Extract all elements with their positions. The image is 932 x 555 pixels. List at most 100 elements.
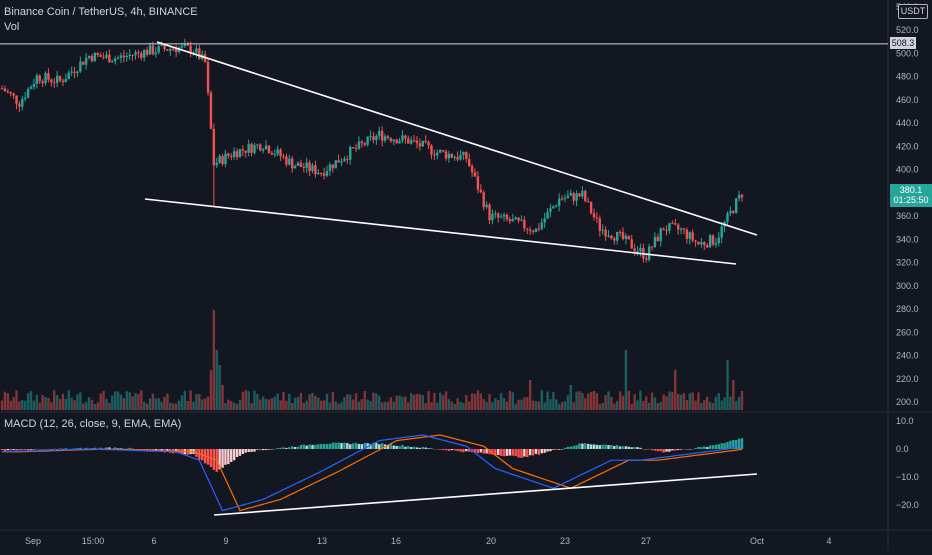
macd-histogram-bar: [160, 449, 163, 451]
volume-bar: [357, 401, 361, 410]
candle-body: [267, 145, 271, 153]
candle-body: [523, 219, 526, 229]
candle-body: [87, 55, 91, 58]
candle-body: [476, 176, 480, 190]
last-price-badge: 380.1 01:25:50: [890, 184, 932, 207]
macd-histogram-bar: [534, 449, 538, 454]
volume-bar: [511, 392, 514, 410]
candle-body: [12, 93, 15, 96]
volume-bar: [293, 397, 297, 410]
candle-body: [296, 162, 300, 166]
volume-bar: [73, 400, 76, 410]
macd-histogram-bar: [84, 447, 88, 449]
volume-bar: [679, 394, 683, 410]
candle-body: [189, 45, 192, 54]
macd-histogram-bar: [427, 448, 430, 449]
volume-bar: [560, 401, 564, 410]
macd-histogram-bar: [131, 448, 134, 450]
candle-body: [392, 139, 395, 142]
macd-histogram-bar: [732, 439, 735, 449]
candle-body: [61, 80, 65, 83]
macd-histogram-bar: [375, 442, 378, 449]
volume-bar: [209, 370, 213, 410]
candle-body: [572, 193, 575, 201]
candle-body: [531, 231, 535, 233]
macd-histogram-bar: [476, 449, 480, 454]
volume-bar: [604, 395, 607, 410]
candle-body: [195, 48, 198, 53]
macd-histogram-bar: [293, 447, 297, 449]
macd-histogram-bar: [314, 444, 317, 449]
candle-body: [354, 148, 358, 150]
macd-histogram-bar: [453, 449, 456, 451]
volume-bar: [488, 394, 491, 410]
candle-body: [145, 49, 149, 55]
macd-histogram-bar: [433, 449, 436, 450]
macd-histogram-bar: [12, 449, 15, 450]
volume-bar: [253, 390, 256, 410]
candle-body: [0, 88, 4, 90]
macd-histogram-bar: [401, 444, 404, 449]
candle-body: [221, 156, 224, 165]
candle-body: [578, 193, 581, 197]
volume-bar: [674, 370, 677, 410]
macd-histogram-bar: [662, 449, 665, 453]
candle-body: [421, 140, 424, 147]
candle-body: [314, 165, 317, 175]
candle-body: [645, 258, 648, 260]
candle-body: [433, 154, 436, 156]
candle-body: [584, 190, 587, 202]
candle-body: [647, 246, 651, 260]
candle-body: [688, 232, 691, 239]
volume-bar: [441, 395, 445, 410]
candle-body: [79, 61, 82, 72]
macd-histogram-bar: [720, 443, 723, 449]
macd-histogram-bar: [700, 446, 703, 449]
volume-bar: [438, 392, 442, 410]
macd-histogram-bar: [328, 443, 332, 449]
volume-bar: [502, 398, 506, 410]
macd-histogram-bar: [267, 449, 271, 450]
candle-body: [691, 232, 694, 241]
candle-body: [549, 208, 552, 212]
candle-body: [232, 151, 236, 157]
candle-body: [113, 58, 117, 62]
macd-histogram-bar: [357, 443, 361, 449]
candle-body: [131, 54, 134, 56]
macd-histogram-bar: [296, 446, 300, 449]
macd-histogram-bar: [279, 447, 282, 449]
candle-body: [349, 147, 352, 160]
volume-bar: [285, 400, 288, 410]
volume-bar: [64, 398, 68, 410]
macd-histogram-bar: [589, 444, 593, 449]
candle-body: [383, 136, 387, 141]
volume-bar: [128, 392, 131, 410]
volume-bar: [29, 391, 33, 410]
volume-bar: [497, 399, 500, 410]
candle-body: [218, 156, 221, 163]
candle-body: [569, 193, 572, 196]
volume-bar: [238, 399, 242, 410]
macd-histogram-bar: [346, 443, 349, 449]
candle-body: [290, 158, 294, 169]
volume-bar: [244, 390, 247, 410]
candle-body: [328, 164, 332, 172]
volume-bar: [363, 391, 366, 410]
macd-histogram-bar: [320, 443, 323, 449]
macd-histogram-bar: [218, 449, 221, 470]
volume-bar: [279, 400, 282, 410]
currency-badge[interactable]: USDT: [898, 4, 928, 19]
candle-body: [685, 229, 689, 239]
macd-tick-label: 0.0: [896, 444, 909, 454]
volume-bar: [572, 402, 575, 410]
candle-body: [53, 82, 56, 84]
candle-body: [508, 219, 512, 222]
candle-body: [552, 206, 555, 209]
macd-histogram-bar: [290, 446, 294, 449]
volume-bar: [392, 401, 395, 410]
macd-histogram-bar: [343, 442, 346, 449]
volume-bar: [70, 397, 73, 410]
volume-bar: [552, 391, 555, 410]
